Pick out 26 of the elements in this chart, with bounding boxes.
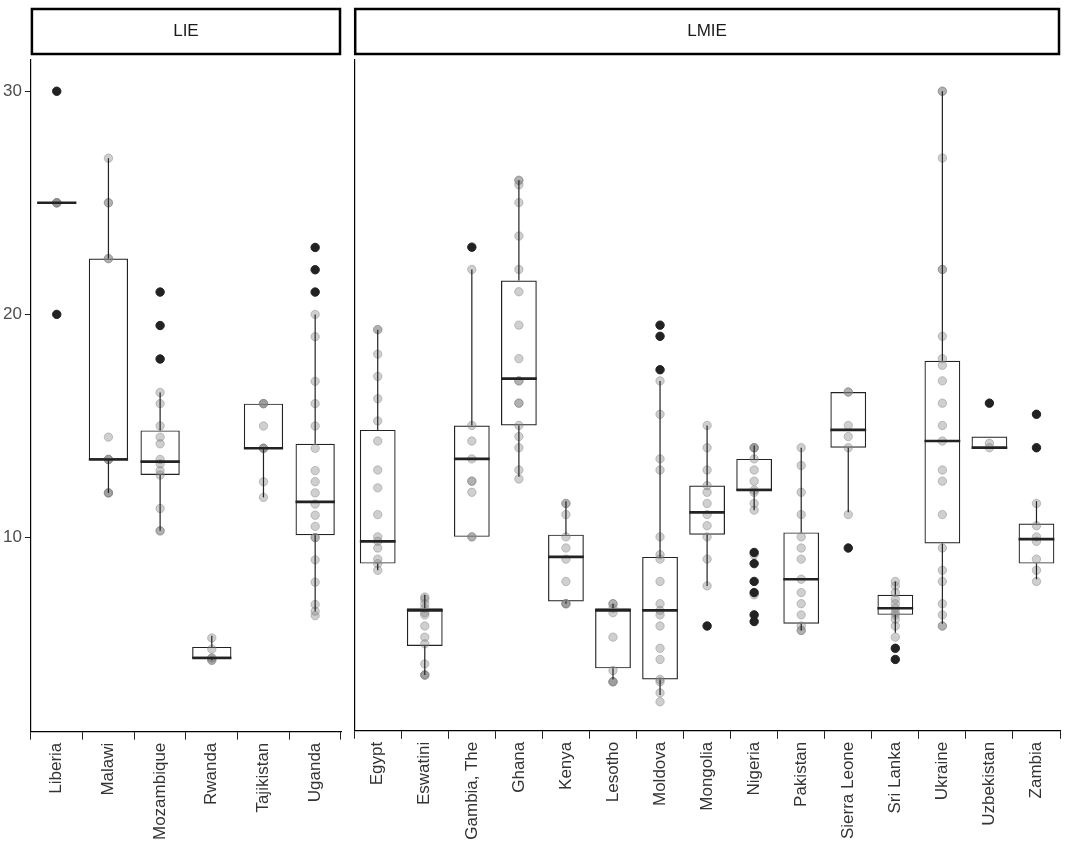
x-tick-label: Uganda bbox=[304, 742, 324, 803]
x-tick-label: Zambia bbox=[1026, 741, 1046, 799]
x-tick-label: Sri Lanka bbox=[885, 741, 904, 814]
x-tick-label: Eswatini bbox=[414, 741, 434, 806]
x-tick-label: Lesotho bbox=[602, 741, 622, 803]
x-tick-label: Moldova bbox=[649, 741, 669, 806]
x-tick-label: Mozambique bbox=[149, 742, 169, 840]
chart-title: LIE bbox=[173, 21, 199, 41]
x-tick-label: Tajikistan bbox=[253, 742, 273, 813]
x-tick-label: Nigeria bbox=[743, 741, 763, 796]
y-tick-label: 10 bbox=[2, 527, 22, 547]
x-tick-label: Ghana bbox=[508, 741, 528, 793]
x-tick-label: Sierra Leone bbox=[837, 741, 857, 840]
chart-title: LMIE bbox=[687, 21, 727, 41]
x-tick-label: Rwanda bbox=[201, 742, 221, 806]
x-tick-label: Gambia, The bbox=[461, 741, 481, 840]
x-tick-label: Ukraine bbox=[932, 741, 952, 801]
y-tick-label: 20 bbox=[2, 304, 22, 324]
x-tick-label: Kenya bbox=[555, 741, 575, 790]
x-tick-label: Liberia bbox=[46, 742, 66, 794]
x-tick-label: Mongolia bbox=[696, 741, 716, 811]
x-tick-label: Malawi bbox=[98, 742, 118, 796]
y-tick-label: 30 bbox=[2, 80, 22, 100]
x-tick-label: Uzbekistan bbox=[979, 741, 999, 826]
x-tick-label: Egypt bbox=[367, 741, 387, 786]
x-tick-label: Pakistan bbox=[790, 741, 810, 807]
